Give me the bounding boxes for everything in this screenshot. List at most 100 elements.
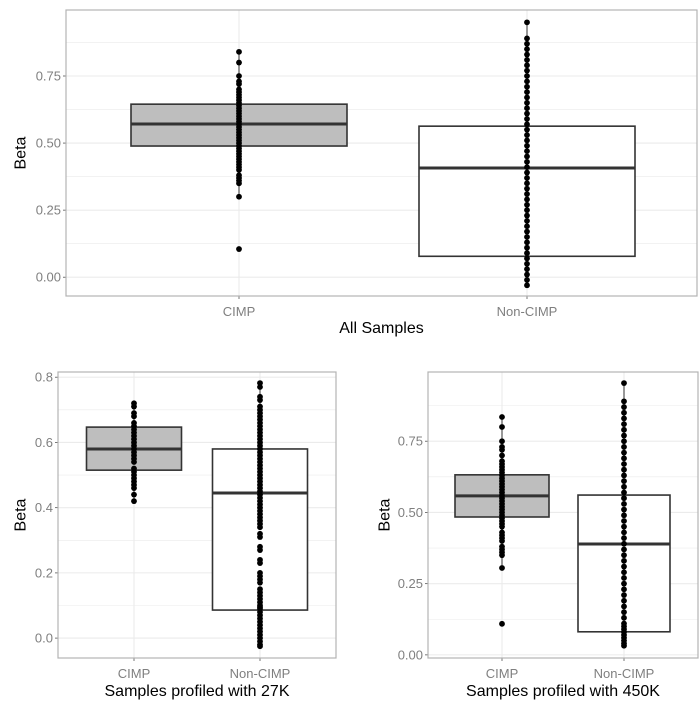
data-point [236,59,242,66]
data-point [499,620,505,627]
data-point [524,94,530,101]
panel-1: 0.00 0.25 0.50 0.75 CIMP Non-CIMP All Samples B… [13,9,698,337]
data-point [621,642,627,649]
x-axis-title: All Samples [339,320,423,337]
data-point [236,48,242,55]
data-point [524,244,530,251]
data-point [499,438,505,445]
data-point [621,535,627,541]
data-point [621,426,627,433]
data-point [524,83,530,90]
y-tick-label: 0.00 [398,647,423,662]
data-point [621,580,627,587]
data-point [524,158,530,165]
y-tick-label: 0.4 [35,500,53,515]
data-point [499,565,505,571]
data-point [524,46,530,53]
data-point [524,78,530,85]
data-point [524,57,530,63]
data-point [621,438,627,445]
data-point [621,592,627,598]
data-point [257,579,263,586]
y-tick-label: 0.75 [398,434,423,449]
data-point [621,597,627,604]
box-non-cimp [577,380,671,649]
data-point [621,472,627,479]
data-point [524,105,530,112]
y-tick-label: 0.2 [35,565,53,580]
y-tick-label: 0.25 [36,203,61,218]
data-point [236,246,242,252]
data-point [621,489,627,496]
data-point [524,196,530,203]
data-point [236,193,242,200]
data-point [621,466,627,473]
data-point [499,523,505,530]
data-point [621,409,627,416]
y-tick-label: 0.0 [35,631,53,646]
data-point [524,234,530,240]
box-cimp [130,48,348,252]
x-tick-label: CIMP [118,666,151,681]
box-cimp [454,414,550,627]
data-point [524,260,530,267]
panel-border [427,371,699,659]
data-point [131,491,137,498]
box-cimp [85,400,183,505]
data-point [131,459,137,465]
data-point [524,180,530,187]
data-point [621,546,627,553]
data-point [621,557,627,564]
data-point [499,424,505,430]
data-point [621,455,627,462]
data-point [236,180,242,187]
data-point [524,40,530,47]
data-point [621,575,627,581]
x-tick-label: Non-CIMP [594,666,655,681]
y-axis-title: Beta [13,498,30,531]
data-point [524,255,530,262]
data-point [524,148,530,155]
y-tick-label: 0.8 [35,370,53,385]
data-point [621,449,627,456]
y-tick-label: 0.50 [36,136,61,151]
data-point [236,73,242,79]
data-point [621,444,627,450]
data-point [524,164,530,171]
data-point [621,552,627,559]
data-point [131,403,137,410]
data-point [524,51,530,58]
data-point [131,413,137,420]
data-point [236,167,242,173]
data-point [621,506,627,513]
y-tick-label: 0.6 [35,435,53,450]
data-point [236,81,242,87]
x-axis-title: Samples profiled with 450K [466,683,660,700]
data-point [524,250,530,256]
data-point [524,191,530,197]
x-tick-label: CIMP [486,666,519,681]
data-point [499,552,505,559]
data-point [524,126,530,133]
data-point [621,512,627,519]
data-point [524,223,530,230]
data-point [621,540,627,547]
data-point [621,614,627,621]
y-axis-title: Beta [377,498,394,531]
data-point [131,485,137,491]
data-point [524,153,530,160]
data-point [524,62,530,69]
data-point [524,271,530,278]
data-point [621,461,627,467]
data-point [524,212,530,219]
panel-border [57,371,337,659]
data-point [621,483,627,490]
data-point [524,35,530,42]
data-point [499,446,505,453]
data-point [524,73,530,79]
data-point [524,217,530,224]
data-point [621,603,627,610]
data-point [524,110,530,117]
data-point [621,398,627,405]
